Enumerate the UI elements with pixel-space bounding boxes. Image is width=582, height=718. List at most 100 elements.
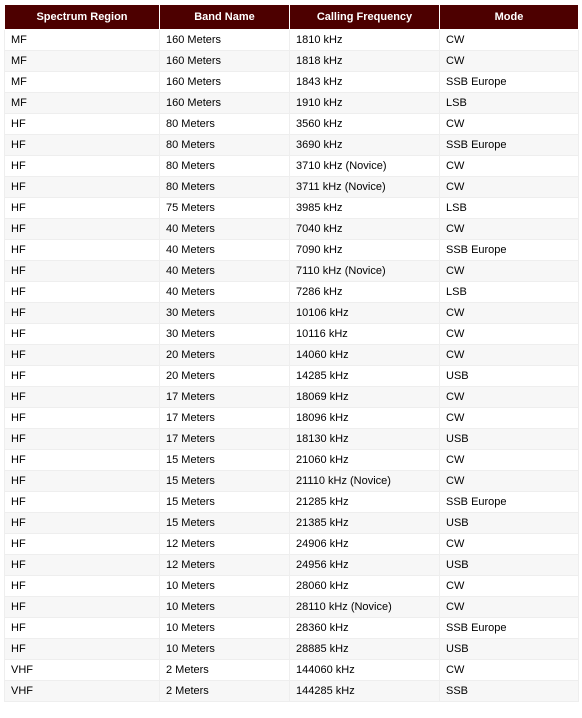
table-cell: 14285 kHz (290, 366, 440, 387)
table-cell: 80 Meters (160, 135, 290, 156)
table-body: MF160 Meters1810 kHzCWMF160 Meters1818 k… (5, 30, 579, 702)
table-cell: 1818 kHz (290, 51, 440, 72)
table-cell: SSB Europe (440, 618, 579, 639)
col-mode: Mode (440, 5, 579, 30)
table-cell: 18069 kHz (290, 387, 440, 408)
table-cell: 28110 kHz (Novice) (290, 597, 440, 618)
table-row: HF80 Meters3710 kHz (Novice)CW (5, 156, 579, 177)
table-cell: 10 Meters (160, 618, 290, 639)
table-cell: 7040 kHz (290, 219, 440, 240)
table-cell: 160 Meters (160, 93, 290, 114)
table-cell: 28885 kHz (290, 639, 440, 660)
table-row: HF40 Meters7110 kHz (Novice)CW (5, 261, 579, 282)
table-cell: 28360 kHz (290, 618, 440, 639)
table-cell: 1910 kHz (290, 93, 440, 114)
table-cell: MF (5, 93, 160, 114)
table-cell: HF (5, 303, 160, 324)
table-cell: HF (5, 345, 160, 366)
table-row: HF20 Meters14060 kHzCW (5, 345, 579, 366)
table-cell: 144285 kHz (290, 681, 440, 702)
table-cell: CW (440, 177, 579, 198)
table-cell: 12 Meters (160, 555, 290, 576)
table-cell: SSB Europe (440, 135, 579, 156)
table-row: HF75 Meters3985 kHzLSB (5, 198, 579, 219)
table-row: HF10 Meters28110 kHz (Novice)CW (5, 597, 579, 618)
table-cell: 3560 kHz (290, 114, 440, 135)
table-cell: 80 Meters (160, 177, 290, 198)
table-row: HF12 Meters24956 kHzUSB (5, 555, 579, 576)
table-cell: USB (440, 366, 579, 387)
table-row: HF12 Meters24906 kHzCW (5, 534, 579, 555)
table-cell: CW (440, 660, 579, 681)
table-cell: HF (5, 219, 160, 240)
table-cell: 24956 kHz (290, 555, 440, 576)
table-cell: LSB (440, 198, 579, 219)
table-cell: 15 Meters (160, 513, 290, 534)
table-row: HF15 Meters21110 kHz (Novice)CW (5, 471, 579, 492)
table-cell: CW (440, 408, 579, 429)
table-cell: 80 Meters (160, 156, 290, 177)
table-row: HF80 Meters3711 kHz (Novice)CW (5, 177, 579, 198)
col-band-name: Band Name (160, 5, 290, 30)
table-cell: HF (5, 156, 160, 177)
table-cell: 160 Meters (160, 51, 290, 72)
table-cell: 3711 kHz (Novice) (290, 177, 440, 198)
table-cell: 14060 kHz (290, 345, 440, 366)
table-cell: 40 Meters (160, 219, 290, 240)
frequency-table: Spectrum Region Band Name Calling Freque… (4, 4, 579, 702)
table-row: HF17 Meters18096 kHzCW (5, 408, 579, 429)
table-cell: 1810 kHz (290, 30, 440, 51)
table-cell: MF (5, 30, 160, 51)
table-cell: 21060 kHz (290, 450, 440, 471)
table-cell: CW (440, 303, 579, 324)
table-cell: 80 Meters (160, 114, 290, 135)
table-cell: HF (5, 618, 160, 639)
table-cell: SSB Europe (440, 72, 579, 93)
table-cell: HF (5, 324, 160, 345)
table-cell: 17 Meters (160, 429, 290, 450)
table-cell: 15 Meters (160, 471, 290, 492)
table-row: HF10 Meters28060 kHzCW (5, 576, 579, 597)
table-cell: 21385 kHz (290, 513, 440, 534)
table-cell: CW (440, 114, 579, 135)
table-cell: 2 Meters (160, 681, 290, 702)
table-cell: 15 Meters (160, 450, 290, 471)
table-cell: 30 Meters (160, 303, 290, 324)
table-cell: HF (5, 597, 160, 618)
table-cell: HF (5, 492, 160, 513)
table-cell: HF (5, 387, 160, 408)
table-row: HF15 Meters21060 kHzCW (5, 450, 579, 471)
table-cell: 10106 kHz (290, 303, 440, 324)
table-cell: USB (440, 639, 579, 660)
table-cell: CW (440, 345, 579, 366)
table-row: MF160 Meters1810 kHzCW (5, 30, 579, 51)
table-row: HF30 Meters10106 kHzCW (5, 303, 579, 324)
table-cell: 160 Meters (160, 30, 290, 51)
table-cell: 18130 kHz (290, 429, 440, 450)
table-cell: CW (440, 51, 579, 72)
table-cell: HF (5, 471, 160, 492)
table-cell: HF (5, 639, 160, 660)
table-cell: 24906 kHz (290, 534, 440, 555)
table-cell: CW (440, 534, 579, 555)
table-cell: 40 Meters (160, 282, 290, 303)
table-cell: 18096 kHz (290, 408, 440, 429)
table-cell: MF (5, 72, 160, 93)
table-row: VHF2 Meters144285 kHzSSB (5, 681, 579, 702)
table-row: HF15 Meters21285 kHzSSB Europe (5, 492, 579, 513)
table-cell: 10 Meters (160, 597, 290, 618)
table-cell: HF (5, 513, 160, 534)
table-cell: LSB (440, 282, 579, 303)
table-cell: USB (440, 555, 579, 576)
table-row: HF80 Meters3560 kHzCW (5, 114, 579, 135)
table-cell: 7286 kHz (290, 282, 440, 303)
table-cell: HF (5, 429, 160, 450)
table-cell: 10116 kHz (290, 324, 440, 345)
table-cell: SSB (440, 681, 579, 702)
table-cell: 12 Meters (160, 534, 290, 555)
table-row: MF160 Meters1910 kHzLSB (5, 93, 579, 114)
table-cell: 7090 kHz (290, 240, 440, 261)
table-cell: HF (5, 534, 160, 555)
table-cell: 30 Meters (160, 324, 290, 345)
table-cell: 144060 kHz (290, 660, 440, 681)
